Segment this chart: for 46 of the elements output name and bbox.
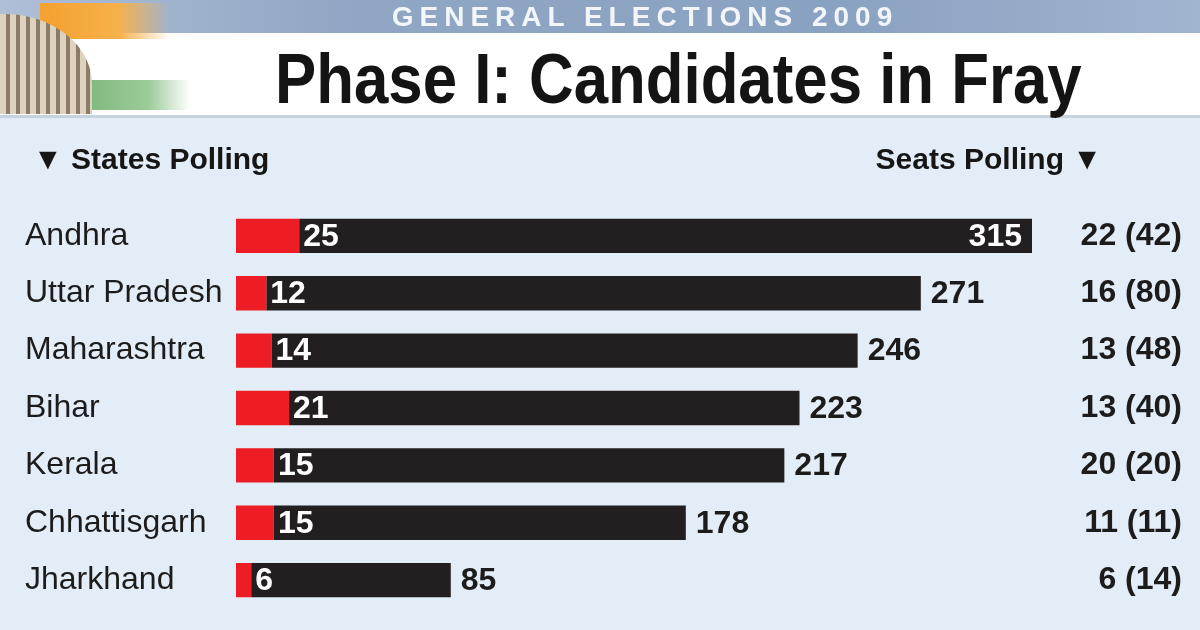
y2-tick-label: 6 (14) [1098,559,1182,596]
bar [251,562,451,598]
bar [236,333,272,368]
y-tick-label: Bihar [25,387,101,424]
total-label: 315 [968,216,1022,253]
bar [236,390,290,426]
total-label: 178 [695,503,750,540]
y-tick-label: Chhattisgarh [25,502,207,539]
y-tick-label: Andhra [25,215,129,252]
y-tick-label: Maharashtra [25,330,205,367]
y2-tick-label: 20 (20) [1080,445,1182,482]
data-label: 12 [270,274,306,311]
data-label: 14 [275,331,312,368]
total-label: 217 [794,446,848,483]
bar [289,390,800,426]
bar [236,562,252,598]
y2-tick-label: 13 (48) [1080,330,1182,367]
bar [236,218,300,254]
y2-tick-label: 13 (40) [1080,387,1182,424]
data-label: 15 [277,446,314,483]
y-tick-label: Jharkhand [25,559,175,596]
data-label: 21 [293,388,329,425]
y2-tick-label: 22 (42) [1080,215,1182,252]
y-axis-title: ▼ States Polling [33,142,270,175]
bar [299,218,1032,254]
total-label: 223 [809,388,863,425]
total-label: 271 [930,274,985,311]
data-label: 15 [277,503,314,540]
y-tick-label: Kerala [25,445,118,482]
data-label: 25 [303,216,339,253]
y-tick-label: Uttar Pradesh [25,273,223,310]
bar [273,505,686,540]
chart-title: Phase I: Candidates in Fray [275,39,1082,118]
y2-axis-title: Seats Polling ▼ [875,142,1102,175]
total-label: 246 [867,331,922,368]
total-label: 85 [460,560,497,597]
bar [271,333,858,368]
bar [273,448,785,483]
y2-tick-label: 16 (80) [1080,273,1182,310]
chart-subtitle: GENERAL ELECTIONS 2009 [391,1,899,32]
bar [266,276,921,311]
bar [236,505,274,540]
bar [236,448,274,483]
y2-tick-label: 11 (11) [1084,502,1182,539]
bar [236,276,267,311]
data-label: 6 [255,560,273,597]
